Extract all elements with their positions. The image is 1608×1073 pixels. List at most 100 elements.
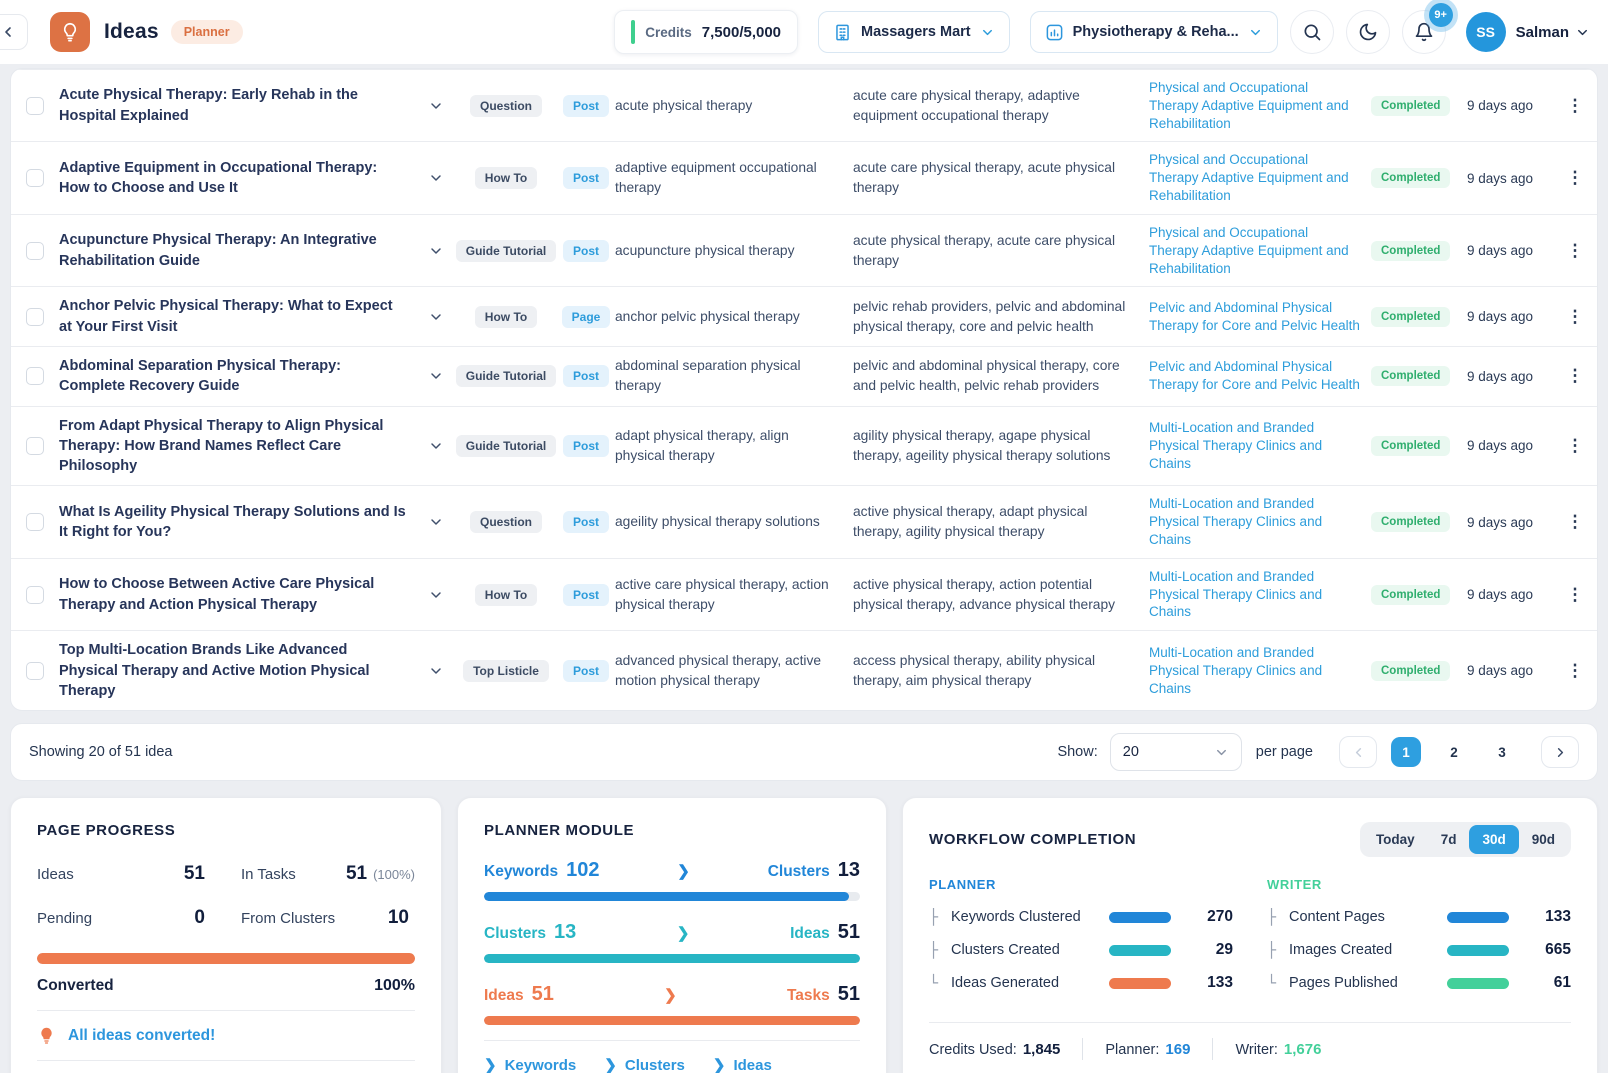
range-option[interactable]: 7d: [1440, 832, 1457, 848]
per-page-label: per page: [1255, 744, 1313, 761]
progress-stat: From Clusters 10: [241, 907, 409, 929]
lightbulb-icon: [41, 1027, 52, 1044]
page-title: Ideas: [104, 20, 159, 43]
page-number[interactable]: 2: [1450, 744, 1458, 760]
flow-from-label[interactable]: Clusters: [484, 925, 547, 943]
row-checkbox[interactable]: [26, 661, 44, 680]
kebab-menu-icon[interactable]: ⋮: [1566, 584, 1584, 604]
quick-link[interactable]: ❯ Keywords: [484, 1056, 577, 1073]
flow-to-label[interactable]: Tasks: [786, 987, 830, 1005]
table-row[interactable]: Acute Physical Therapy: Early Rehab in t…: [11, 69, 1597, 141]
search-button[interactable]: [1289, 10, 1334, 54]
page-number[interactable]: 3: [1498, 744, 1506, 760]
cluster-link[interactable]: Pelvic and Abdominal Physical Therapy fo…: [1149, 299, 1360, 333]
quick-link[interactable]: ❯ Clusters: [604, 1056, 685, 1073]
row-expand-chevron-icon[interactable]: [417, 514, 455, 530]
table-row[interactable]: Top Multi-Location Brands Like Advanced …: [11, 630, 1597, 710]
chevron-down-icon[interactable]: [1575, 25, 1590, 40]
kebab-menu-icon[interactable]: ⋮: [1566, 168, 1584, 188]
row-expand-chevron-icon[interactable]: [417, 368, 455, 384]
cluster-link[interactable]: Multi-Location and Branded Physical Ther…: [1149, 420, 1323, 471]
flow-from-label[interactable]: Keywords: [484, 863, 559, 881]
primary-keyword: active care physical therapy, action phy…: [615, 576, 829, 612]
flow-from-value: 51: [531, 983, 554, 1006]
row-checkbox[interactable]: [26, 241, 44, 260]
kebab-menu-icon[interactable]: ⋮: [1566, 240, 1584, 260]
row-expand-chevron-icon[interactable]: [417, 587, 455, 603]
range-option[interactable]: 90d: [1531, 832, 1555, 848]
converted-progress-fill: [37, 953, 415, 965]
quick-link[interactable]: ❯ Ideas: [712, 1056, 772, 1073]
converted-label: Converted: [37, 977, 114, 995]
kebab-menu-icon[interactable]: ⋮: [1566, 435, 1584, 455]
workflow-title: WORKFLOW COMPLETION: [929, 831, 1137, 849]
row-checkbox[interactable]: [26, 436, 44, 455]
cluster-link[interactable]: Physical and Occupational Therapy Adapti…: [1149, 80, 1349, 131]
row-checkbox[interactable]: [26, 169, 44, 188]
row-checkbox[interactable]: [26, 513, 44, 532]
cluster-link[interactable]: Physical and Occupational Therapy Adapti…: [1149, 224, 1349, 276]
kebab-menu-icon[interactable]: ⋮: [1566, 366, 1584, 386]
row-expand-chevron-icon[interactable]: [417, 663, 455, 679]
project-selector[interactable]: Physiotherapy & Reha...: [1029, 11, 1278, 53]
cluster-link[interactable]: Multi-Location and Branded Physical Ther…: [1149, 568, 1323, 620]
row-expand-chevron-icon[interactable]: [417, 438, 455, 454]
created-date: 9 days ago: [1467, 170, 1534, 186]
range-option[interactable]: Today: [1375, 832, 1415, 848]
cluster-link[interactable]: Multi-Location and Branded Physical Ther…: [1149, 644, 1323, 696]
row-expand-chevron-icon[interactable]: [417, 170, 455, 186]
flow-from-label[interactable]: Ideas: [484, 987, 524, 1005]
row-expand-chevron-icon[interactable]: [417, 309, 455, 325]
row-checkbox[interactable]: [26, 96, 44, 115]
row-checkbox[interactable]: [26, 307, 44, 326]
building-icon: [836, 24, 849, 40]
credits-label: Credits: [645, 24, 692, 40]
show-label: Show:: [1057, 744, 1098, 761]
range-option[interactable]: 30d: [1469, 825, 1519, 855]
page-numbers: 1 2 3: [1391, 737, 1517, 768]
flow-to-label[interactable]: Clusters: [767, 863, 830, 881]
chevron-right-icon: ❯: [484, 1057, 497, 1073]
per-page-select[interactable]: 20: [1109, 733, 1242, 772]
table-row[interactable]: What Is Ageility Physical Therapy Soluti…: [11, 485, 1597, 557]
all-ideas-converted-link[interactable]: All ideas converted!: [68, 1026, 216, 1044]
avatar[interactable]: SS: [1465, 12, 1506, 52]
created-date: 9 days ago: [1467, 663, 1534, 679]
next-page-button[interactable]: [1541, 736, 1579, 769]
content-type-badge: Question: [469, 511, 542, 534]
row-expand-chevron-icon[interactable]: [417, 98, 455, 114]
chevron-right-icon: ❯: [712, 1057, 726, 1073]
table-row[interactable]: Adaptive Equipment in Occupational Thera…: [11, 141, 1597, 213]
status-badge: Completed: [1371, 512, 1451, 533]
created-date: 9 days ago: [1467, 309, 1534, 325]
theme-toggle-button[interactable]: [1345, 10, 1390, 54]
stat-pill-bar: [1447, 911, 1509, 923]
table-row[interactable]: Anchor Pelvic Physical Therapy: What to …: [11, 286, 1597, 346]
kebab-menu-icon[interactable]: ⋮: [1566, 512, 1584, 532]
kebab-menu-icon[interactable]: ⋮: [1566, 660, 1584, 680]
tree-connector: ├: [929, 908, 939, 927]
table-row[interactable]: From Adapt Physical Therapy to Align Phy…: [11, 405, 1597, 486]
format-badge: Post: [562, 94, 609, 117]
kebab-menu-icon[interactable]: ⋮: [1566, 306, 1584, 326]
prev-page-button[interactable]: [1339, 736, 1377, 769]
cluster-link[interactable]: Multi-Location and Branded Physical Ther…: [1149, 496, 1323, 548]
row-checkbox[interactable]: [26, 585, 44, 604]
notifications-button[interactable]: 9+: [1401, 3, 1453, 54]
flow-from-value: 13: [554, 921, 577, 944]
cluster-link[interactable]: Pelvic and Abdominal Physical Therapy fo…: [1149, 359, 1360, 393]
workflow-stat-row: ├ Clusters Created 29: [929, 941, 1233, 960]
table-row[interactable]: Abdominal Separation Physical Therapy: C…: [11, 345, 1597, 406]
kebab-menu-icon[interactable]: ⋮: [1566, 95, 1584, 115]
workspace-selector[interactable]: Massagers Mart: [818, 11, 1010, 53]
created-date: 9 days ago: [1467, 514, 1534, 530]
row-checkbox[interactable]: [26, 367, 44, 386]
cluster-link[interactable]: Physical and Occupational Therapy Adapti…: [1149, 152, 1349, 204]
row-expand-chevron-icon[interactable]: [417, 243, 455, 259]
flow-to-label[interactable]: Ideas: [790, 925, 830, 943]
table-row[interactable]: Acupuncture Physical Therapy: An Integra…: [11, 213, 1597, 286]
page-number[interactable]: 1: [1391, 737, 1421, 768]
back-button[interactable]: [0, 14, 28, 50]
status-badge: Completed: [1371, 366, 1451, 387]
table-row[interactable]: How to Choose Between Active Care Physic…: [11, 557, 1597, 630]
